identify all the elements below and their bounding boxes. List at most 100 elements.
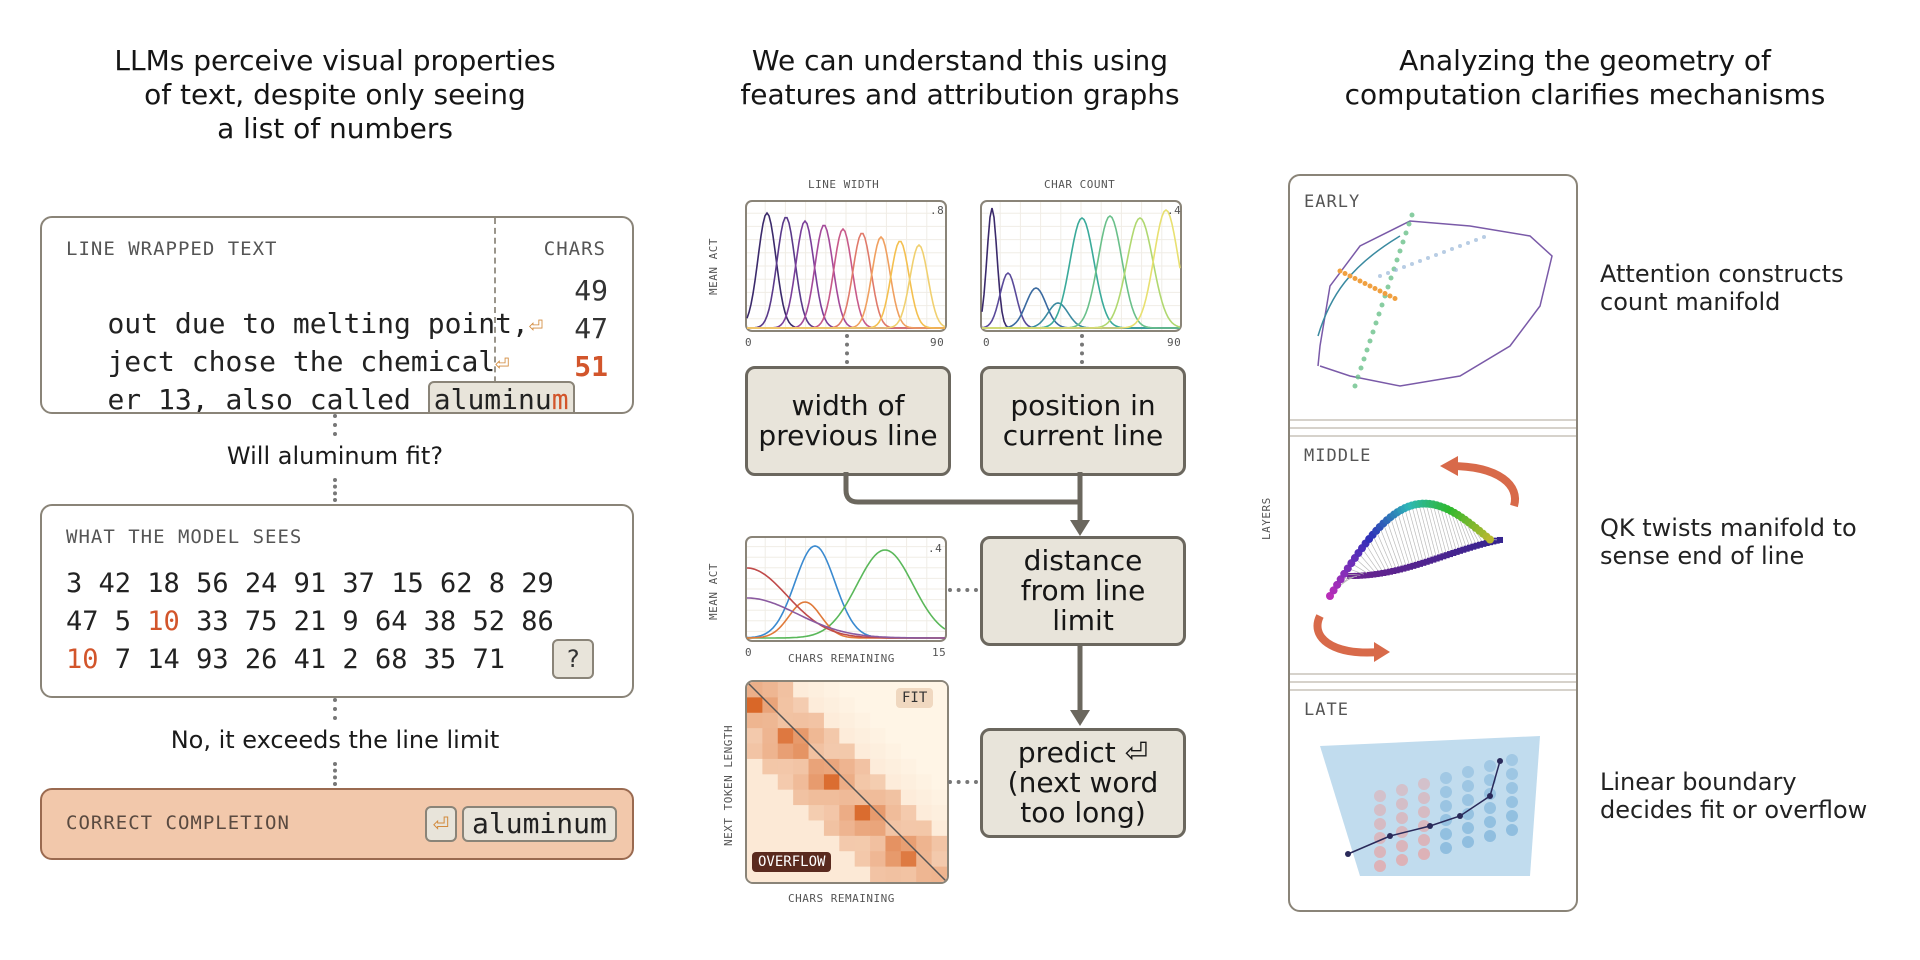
early-point [1362, 281, 1368, 286]
late-point [1440, 828, 1452, 840]
heatmap-cell [839, 758, 856, 775]
heatmap-cell [870, 697, 886, 714]
heatmap-cell [823, 728, 840, 745]
heatmap-cell [793, 774, 810, 791]
late-point [1418, 792, 1430, 804]
model-box-label: WHAT THE MODEL SEES [66, 526, 303, 548]
token-id: 47 [66, 606, 115, 637]
heatmap-cell [823, 789, 840, 806]
heatmap-cell [793, 682, 810, 698]
connector-dots [333, 698, 337, 720]
heatmap-cell [931, 758, 947, 775]
heatmap-cell [854, 805, 871, 821]
heatmap-cell [900, 743, 917, 760]
heatmap-cell [870, 712, 886, 729]
heatmap-cell [793, 789, 810, 806]
heatmap-cell [885, 728, 902, 745]
middle-point [1467, 544, 1473, 551]
middle-point [1447, 551, 1453, 558]
heatmap-cell [931, 728, 947, 745]
line-width-ymax: .8 [930, 204, 945, 217]
heatmap-cell [793, 835, 810, 852]
wrapped-box-label: LINE WRAPPED TEXT [66, 238, 278, 260]
heatmap-cell [900, 774, 917, 791]
heatmap-cell [777, 682, 794, 698]
heatmap-cell [808, 805, 825, 821]
heatmap-cell [854, 866, 871, 882]
heatmap-cell [762, 805, 779, 821]
heatmap-cell [916, 728, 933, 745]
late-point [1396, 784, 1408, 796]
token-id: 91 [293, 568, 343, 599]
middle-link [1379, 526, 1397, 571]
early-point [1376, 311, 1382, 317]
heatmap-cell [870, 789, 886, 806]
token-id: 75 [244, 606, 294, 637]
middle-point [1433, 555, 1440, 562]
heatmap-cell [885, 866, 902, 882]
heatmap-cell [854, 728, 871, 745]
middle-link [1365, 543, 1384, 574]
wrapped-line-text: ject chose the chemical [107, 345, 496, 378]
late-point [1484, 802, 1496, 814]
late-point [1440, 800, 1452, 812]
token-id: 68 [374, 644, 424, 675]
middle-point [1387, 568, 1393, 575]
twist-arrowhead [1440, 456, 1458, 476]
late-point [1374, 860, 1386, 872]
heatmap-cell [854, 835, 871, 852]
early-point [1450, 247, 1454, 251]
geometry-panels: EARLY MIDDLE LATE [1288, 174, 1578, 912]
heatmap-cell [808, 789, 825, 806]
late-trajectory-point [1487, 793, 1493, 799]
heatmap-ylabel: NEXT TOKEN LENGTH [722, 724, 735, 846]
middle-point [1450, 549, 1457, 556]
late-trajectory-point [1345, 851, 1351, 857]
token-id: 9 [342, 606, 375, 637]
middle-link [1425, 503, 1441, 558]
heatmap-cell [839, 697, 856, 714]
heatmap-cell [777, 789, 794, 806]
panel-label-middle: MIDDLE [1304, 446, 1372, 466]
answer-exceeds: No, it exceeds the line limit [170, 726, 500, 754]
token-id: 71 [472, 644, 506, 675]
left-title-line: a list of numbers [217, 112, 453, 145]
heatmap-cell [823, 835, 840, 852]
early-point [1355, 374, 1361, 380]
early-point [1337, 268, 1343, 274]
early-point [1410, 262, 1414, 266]
geometry-visualization [1290, 212, 1576, 876]
heatmap-cell [854, 743, 871, 760]
middle-link [1418, 503, 1434, 560]
heatmap-cell [808, 682, 825, 698]
left-title-line: of text, despite only seeing [144, 78, 526, 111]
heatmap-cell [900, 758, 917, 775]
token-id: 35 [423, 644, 473, 675]
middle-point [1353, 572, 1360, 579]
connector-dots [333, 414, 337, 436]
heatmap-cell [854, 851, 871, 868]
early-point [1402, 265, 1406, 269]
heatmap-cell [931, 712, 947, 729]
heatmap-cell [793, 805, 810, 821]
aluminum-token: aluminum [427, 381, 575, 412]
remaining-chart-ylabel: MEAN ACT [707, 563, 720, 620]
heatmap-cell [762, 820, 779, 837]
middle-link [1354, 557, 1374, 575]
middle-point [1367, 571, 1373, 578]
token-id: 41 [293, 644, 343, 675]
late-trajectory-point [1387, 833, 1393, 839]
heatmap-cell [762, 682, 779, 698]
heatmap-cell [931, 851, 947, 868]
late-point [1462, 794, 1474, 806]
token-id: 26 [244, 644, 294, 675]
early-point [1342, 271, 1348, 276]
heatmap-cell [885, 758, 902, 775]
token-id: 93 [196, 644, 245, 675]
late-point [1418, 778, 1430, 790]
middle-link [1443, 507, 1458, 552]
heatmap-cell [870, 866, 886, 882]
right-title-line: computation clarifies mechanisms [1344, 78, 1826, 111]
early-point [1347, 273, 1353, 279]
late-point [1374, 846, 1386, 858]
